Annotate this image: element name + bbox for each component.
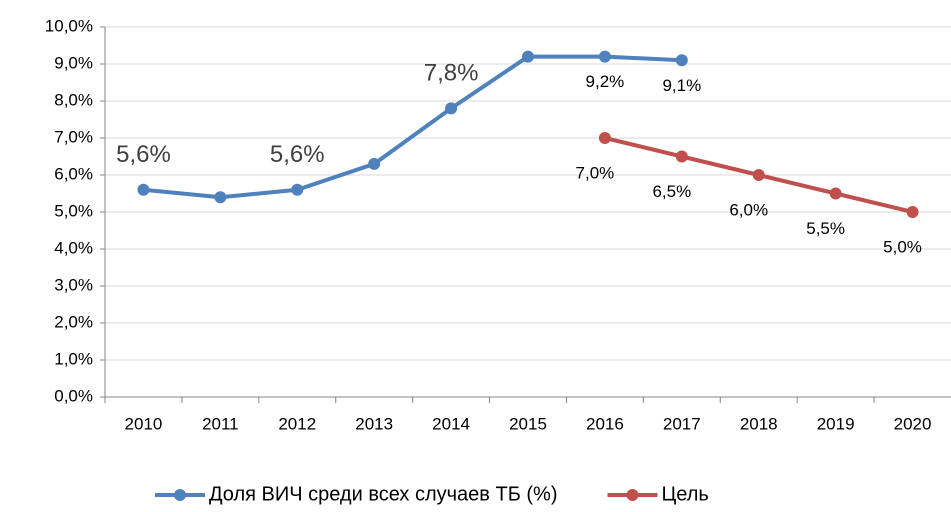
data-label: 5,6% [116,141,171,168]
y-tick-label: 3,0% [54,275,93,294]
point [522,50,534,63]
x-tick-label: 2017 [663,414,701,433]
y-tick-label: 10,0% [45,16,93,35]
x-tick-label: 2013 [355,414,393,433]
y-tick-label: 9,0% [54,53,93,72]
legend-label: Доля ВИЧ среди всех случаев ТБ (%) [209,483,557,505]
point [368,157,381,170]
point [445,102,458,115]
point [675,150,688,163]
point [598,132,611,144]
point [598,50,611,63]
y-tick-label: 4,0% [54,238,93,257]
point [675,54,688,67]
y-tick-label: 5,0% [54,201,93,220]
data-label: 7,8% [424,60,479,87]
y-tick-label: 6,0% [54,164,93,183]
y-tick-label: 0,0% [54,386,93,405]
x-tick-label: 2018 [740,414,778,433]
y-tick-label: 8,0% [54,90,93,109]
point [906,206,919,218]
point [752,169,765,181]
y-tick-label: 7,0% [54,127,93,146]
y-tick-label: 2,0% [54,312,93,331]
legend-marker [626,489,639,501]
data-label: 5,5% [806,219,845,238]
x-tick-label: 2015 [509,414,547,433]
data-label: 7,0% [576,163,615,182]
x-tick-label: 2016 [586,414,624,433]
data-label: 9,1% [662,76,701,95]
point [214,191,227,204]
data-label: 5,6% [270,141,325,168]
x-tick-label: 2014 [432,414,470,433]
x-tick-label: 2019 [817,414,855,433]
series-line [143,54,682,200]
x-tick-label: 2020 [894,414,932,433]
legend-label: Цель [661,483,708,505]
x-tick-label: 2010 [125,414,163,433]
data-label: 5,0% [883,237,922,256]
point [829,187,842,200]
point [137,183,150,196]
data-label: 9,2% [586,72,625,91]
legend-marker [174,489,186,501]
x-tick-label: 2011 [202,414,239,433]
x-tick-label: 2012 [278,414,316,433]
data-label: 6,0% [729,200,768,219]
point [291,183,304,196]
data-label: 6,5% [652,182,691,201]
y-tick-label: 1,0% [54,349,93,368]
